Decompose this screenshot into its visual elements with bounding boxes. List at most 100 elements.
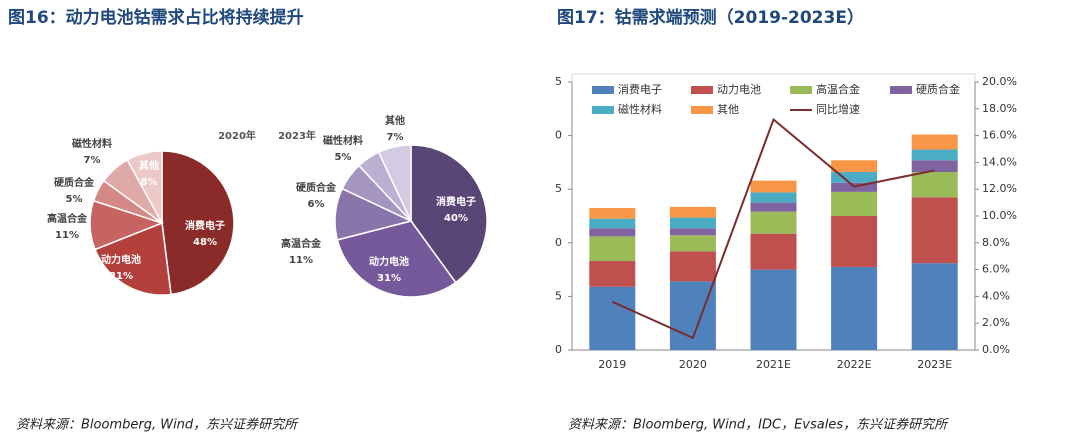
bar-segment (911, 149, 958, 161)
pie-slice (336, 220, 457, 298)
bar-segment (589, 286, 636, 350)
y2-tick-label: 14.0% (982, 155, 1017, 168)
y-tick-label: 0 (555, 236, 562, 249)
slice-label: 磁性材料 (323, 134, 363, 147)
bar-segment (669, 251, 716, 282)
pie-slice (94, 221, 172, 296)
bar-segment (669, 217, 716, 229)
slice-label: 动力电池 (369, 255, 409, 268)
slice-label: 高温合金 (47, 212, 88, 225)
bar-segment (911, 197, 958, 264)
legend-swatch (592, 106, 614, 114)
x-tick-label: 2020 (679, 358, 707, 371)
bar-segment (669, 228, 716, 236)
bar-segment (589, 207, 636, 219)
slice-value: 40% (444, 213, 468, 224)
legend-label: 磁性材料 (618, 102, 662, 116)
source: 资料来源：Bloomberg, Wind，东兴证券研究所 (16, 417, 299, 433)
y2-tick-label: 20.0% (982, 75, 1017, 88)
slice-label: 高温合金 (281, 237, 322, 250)
slice-label: 磁性材料 (72, 137, 112, 150)
slice-label: 其他 (385, 114, 405, 127)
slice-label: 硬质合金 (54, 176, 95, 189)
legend-label: 消费电子 (618, 82, 662, 96)
bar-segment (911, 263, 958, 350)
slice-value: 11% (289, 255, 313, 266)
bar-segment (911, 160, 958, 173)
x-tick-label: 2022E (837, 358, 872, 371)
legend-swatch (592, 86, 614, 94)
legend-label: 同比增速 (816, 102, 860, 116)
x-tick-label: 2023E (917, 358, 952, 371)
y2-tick-label: 4.0% (982, 289, 1010, 302)
bar-segment (831, 266, 878, 350)
y2-tick-label: 10.0% (982, 209, 1017, 222)
bar-segment (669, 235, 716, 252)
bar-segment (750, 211, 797, 234)
slice-label: 其他 (139, 159, 159, 172)
bar-segment (750, 202, 797, 212)
bar-segment (750, 269, 797, 350)
y2-tick-label: 18.0% (982, 102, 1017, 115)
y2-tick-label: 0.0% (982, 343, 1010, 356)
pie-slice (126, 150, 163, 224)
bar-segment (750, 180, 797, 193)
x-tick-label: 2019 (598, 358, 626, 371)
bar-segment (750, 233, 797, 270)
legend-label: 其他 (717, 103, 739, 116)
bar-segment (589, 261, 636, 287)
legend-label: 动力电池 (717, 83, 761, 96)
bar-segment (589, 236, 636, 262)
y2-tick-label: 12.0% (982, 182, 1017, 195)
pie-slice (410, 144, 488, 284)
slice-label: 动力电池 (101, 253, 141, 266)
bar-segment (911, 172, 958, 198)
y-tick-label: 5 (555, 182, 562, 195)
slice-value: 8% (141, 177, 158, 188)
slice-value: 21% (109, 271, 133, 282)
legend-label: 硬质合金 (916, 82, 960, 96)
bar-segment (831, 216, 878, 267)
bar-segment (669, 206, 716, 218)
pie-slice (161, 150, 235, 296)
y2-tick-label: 2.0% (982, 316, 1010, 329)
y-tick-label: 5 (555, 75, 562, 88)
pie-title: 2023年 (278, 129, 316, 142)
figure-title: 图17：钴需求端预测（2019-2023E） (557, 7, 864, 28)
slice-value: 7% (84, 155, 101, 166)
legend-swatch (890, 86, 912, 94)
y2-tick-label: 8.0% (982, 236, 1010, 249)
slice-label: 消费电子 (436, 195, 476, 208)
slice-value: 5% (66, 194, 83, 205)
y-tick-label: 0 (555, 343, 562, 356)
source: 资料来源：Bloomberg, Wind，IDC，Evsales，东兴证券研究所 (568, 417, 949, 433)
bar-segment (831, 191, 878, 216)
slice-value: 11% (55, 230, 79, 241)
x-tick-label: 2021E (756, 358, 791, 371)
y2-tick-label: 6.0% (982, 263, 1010, 276)
bar-segment (831, 172, 878, 183)
pie-slice (377, 144, 412, 222)
y2-tick-label: 16.0% (982, 129, 1017, 142)
slice-label: 硬质合金 (296, 181, 337, 194)
y-tick-label: 5 (555, 289, 562, 302)
legend-label: 高温合金 (816, 82, 860, 96)
pie-title: 2020年 (218, 129, 256, 142)
slice-label: 消费电子 (185, 219, 225, 232)
slice-value: 31% (377, 273, 401, 284)
slice-value: 6% (308, 199, 325, 210)
bar-segment (831, 160, 878, 173)
bar-segment (589, 228, 636, 237)
bar-segment (911, 134, 958, 150)
slice-value: 5% (335, 152, 352, 163)
figure-title: 图16：动力电池钴需求占比将持续提升 (8, 7, 304, 28)
slice-value: 7% (387, 132, 404, 143)
legend-swatch (790, 86, 812, 94)
legend-swatch (691, 106, 713, 114)
slice-value: 48% (193, 237, 217, 248)
bar-segment (589, 218, 636, 229)
bar-segment (750, 192, 797, 203)
line (611, 117, 935, 340)
y-tick-label: 0 (555, 129, 562, 142)
